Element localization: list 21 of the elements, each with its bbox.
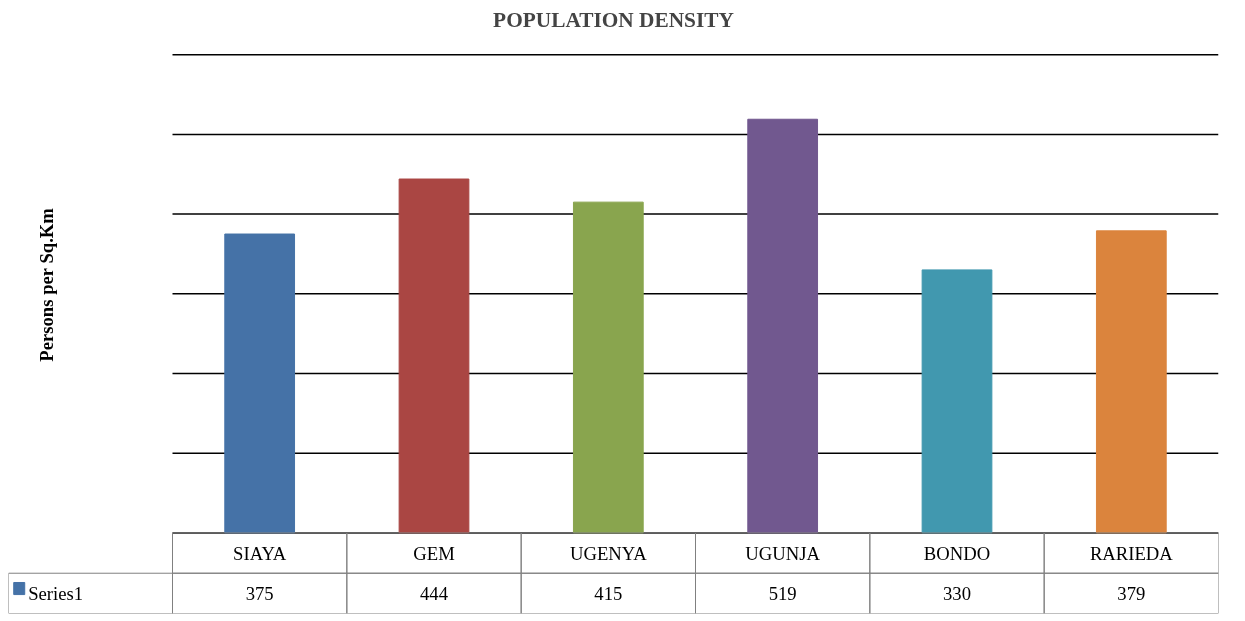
x-tick-label: BONDO: [923, 542, 991, 564]
data-label: 375: [245, 582, 274, 604]
legend-label: Series1: [28, 582, 84, 604]
bar: [1095, 230, 1167, 534]
x-tick-label: GEM: [413, 542, 456, 564]
data-label: 444: [420, 582, 449, 604]
data-label: 415: [594, 582, 623, 604]
data-label: 519: [768, 582, 797, 604]
x-tick-label: SIAYA: [233, 542, 287, 564]
bar: [747, 118, 819, 534]
bar: [224, 233, 296, 534]
bar: [921, 269, 993, 534]
x-tick-label: UGUNJA: [745, 542, 821, 564]
data-label: 379: [1117, 582, 1146, 604]
bar: [398, 178, 470, 534]
x-tick-label: RARIEDA: [1089, 542, 1174, 564]
chart-title: POPULATION DENSITY: [493, 7, 734, 32]
data-label: 330: [943, 582, 971, 604]
text: Persons per Sq.Km: [36, 207, 58, 362]
bar: [572, 201, 644, 534]
x-tick-label: UGENYA: [569, 542, 648, 564]
